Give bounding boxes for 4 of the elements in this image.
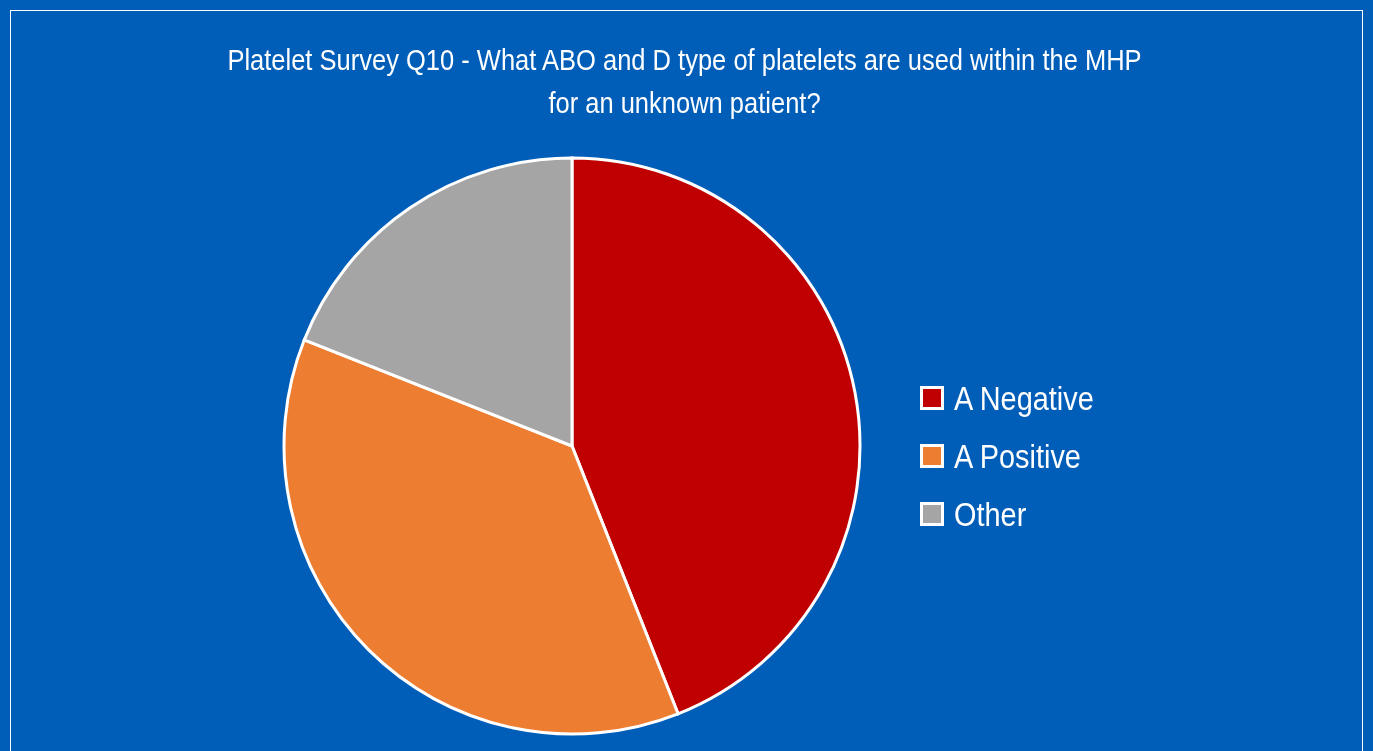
chart-title: Platelet Survey Q10 - What ABO and D type of platelets are used within the MHP for an unknown patient? [226,42,1143,121]
legend-label: A Negative [954,379,1094,417]
legend-label: Other [954,495,1027,533]
legend-label: A Positive [954,437,1081,475]
